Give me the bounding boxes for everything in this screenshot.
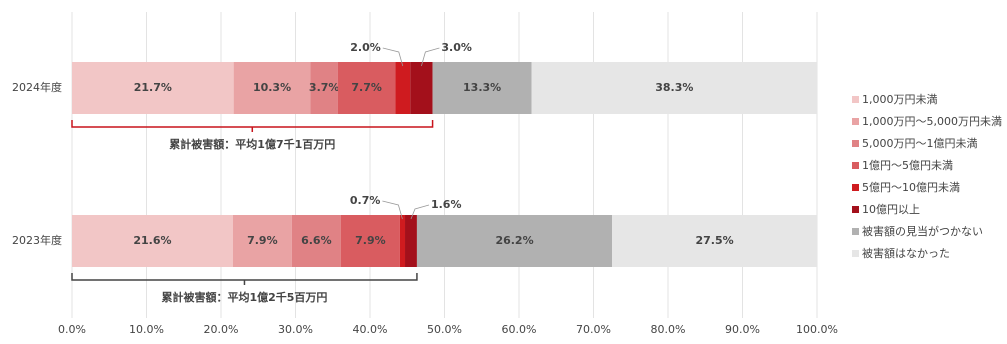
bar-segment <box>340 215 400 267</box>
bracket <box>71 120 434 132</box>
bar-segment <box>337 62 396 114</box>
legend-swatch <box>852 206 859 213</box>
value-label: 7.9% <box>355 234 386 247</box>
legend-label: 1億円～5億円未満 <box>862 159 953 172</box>
legend-swatch <box>852 184 859 191</box>
value-label: 6.6% <box>301 234 332 247</box>
x-tick-label: 0.0% <box>58 323 86 336</box>
legend-swatch <box>852 140 859 147</box>
legend-swatch <box>852 162 859 169</box>
value-label: 1.6% <box>431 198 462 211</box>
legend-swatch <box>852 228 859 235</box>
bar-segment <box>410 62 433 114</box>
legend-label: 被害額はなかった <box>862 246 950 260</box>
legend-swatch <box>852 250 859 257</box>
bar-segment <box>72 62 234 114</box>
bar-segment <box>310 62 338 114</box>
x-tick-label: 70.0% <box>576 323 611 336</box>
bar-segment <box>612 215 817 267</box>
value-label: 21.7% <box>134 81 172 94</box>
value-label: 7.9% <box>247 234 278 247</box>
legend-label: 1,000万円～5,000万円未満 <box>862 115 1002 128</box>
legend-label: 1,000万円未満 <box>862 93 938 106</box>
legend-swatch <box>852 118 859 125</box>
legend-label: 10億円以上 <box>862 203 920 216</box>
value-label: 10.3% <box>253 81 291 94</box>
legend-label: 5,000万円～1億円未満 <box>862 137 978 150</box>
x-tick-label: 40.0% <box>353 323 388 336</box>
x-tick-label: 90.0% <box>725 323 760 336</box>
bar-segment <box>232 215 292 267</box>
x-tick-label: 20.0% <box>204 323 239 336</box>
legend-swatch <box>852 96 859 103</box>
value-label: 2.0% <box>350 41 381 54</box>
bar-segment <box>72 215 233 267</box>
annotation: 累計被害額：平均1億2千5百万円 <box>161 290 327 304</box>
value-label: 38.3% <box>655 81 693 94</box>
legend-label: 5億円～10億円未満 <box>862 181 960 194</box>
category-label: 2024年度 <box>12 80 62 94</box>
bracket <box>71 273 418 285</box>
value-label: 21.6% <box>133 234 171 247</box>
bar-segment <box>399 215 406 267</box>
value-label: 13.3% <box>463 81 501 94</box>
bar-segment <box>416 215 613 267</box>
value-label: 27.5% <box>695 234 733 247</box>
leader-line <box>410 204 430 220</box>
value-label: 3.0% <box>441 41 472 54</box>
x-tick-label: 50.0% <box>427 323 462 336</box>
leader-line <box>382 47 404 67</box>
bar-segment <box>531 62 817 114</box>
bar-segment <box>432 62 532 114</box>
value-label: 0.7% <box>350 194 381 207</box>
value-label: 3.7% <box>309 81 340 94</box>
bar-segment <box>395 62 411 114</box>
category-label: 2023年度 <box>12 233 62 247</box>
bar-segment <box>291 215 341 267</box>
x-tick-label: 30.0% <box>278 323 313 336</box>
legend-label: 被害額の見当がつかない <box>862 224 983 238</box>
x-tick-label: 60.0% <box>502 323 537 336</box>
leader-line <box>421 47 440 67</box>
x-tick-label: 100.0% <box>796 323 838 336</box>
x-tick-label: 80.0% <box>651 323 686 336</box>
leader-line <box>382 200 403 220</box>
bar-segment <box>405 215 417 267</box>
value-label: 26.2% <box>495 234 533 247</box>
annotation: 累計被害額：平均1億7千1百万円 <box>169 137 335 151</box>
x-tick-label: 10.0% <box>129 323 164 336</box>
bar-segment <box>233 62 311 114</box>
value-label: 7.7% <box>351 81 382 94</box>
